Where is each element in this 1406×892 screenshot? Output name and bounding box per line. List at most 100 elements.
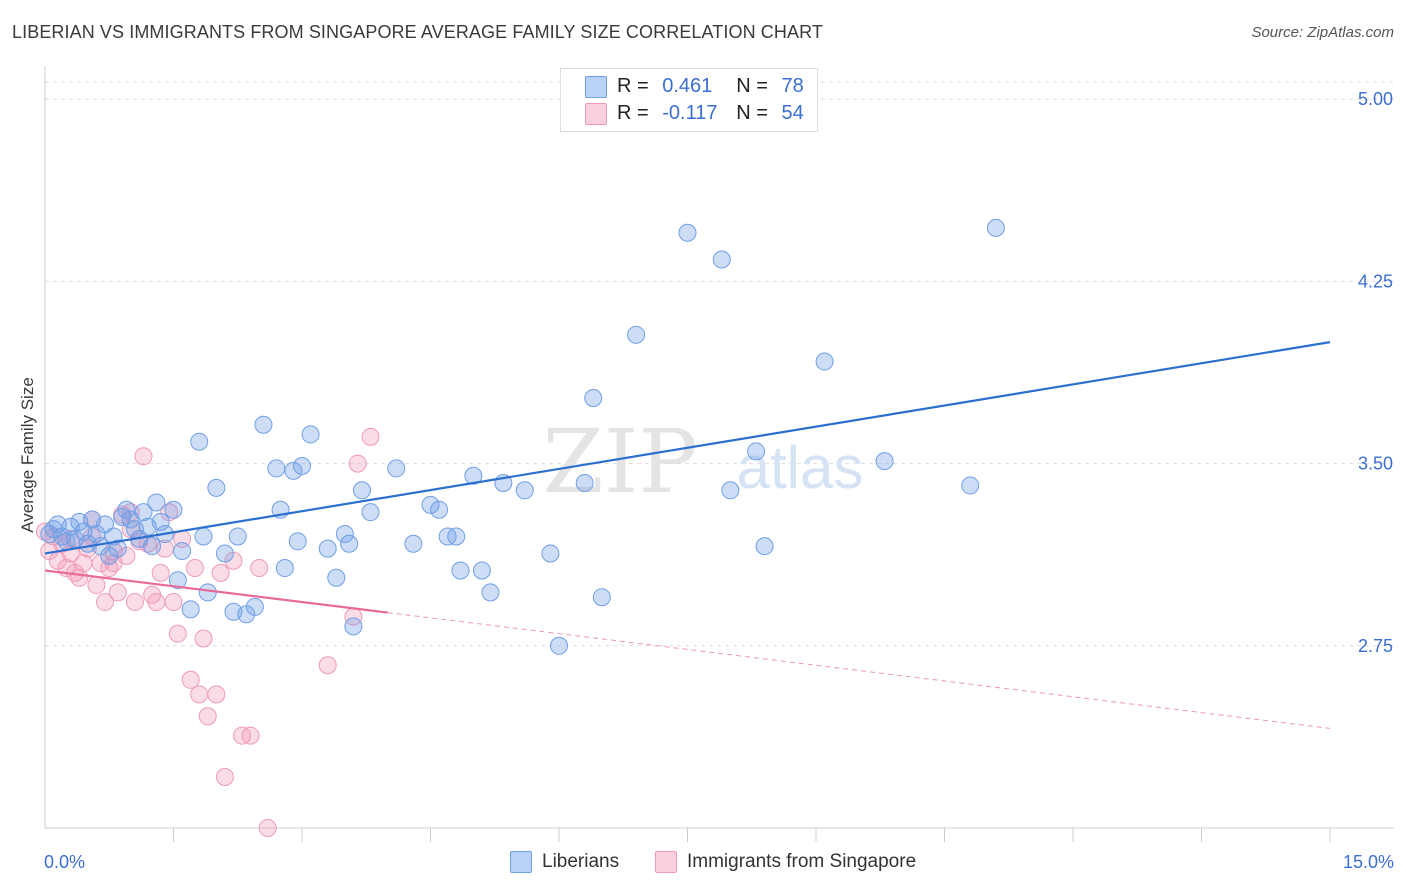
singapore-trend-line [44, 569, 388, 614]
liberians-point [592, 588, 611, 607]
liberians-point [421, 495, 440, 514]
liberians-point [95, 515, 114, 534]
singapore-point [194, 629, 213, 648]
liberians-point [721, 481, 740, 500]
y-tick-label: 2.75 [1358, 636, 1393, 656]
liberians-point [352, 481, 371, 500]
r-value: 0.461 [662, 74, 713, 97]
liberians-point [301, 425, 320, 444]
correlation-legend: R = 0.461 N = 78 R = -0.117 N = 54 [560, 68, 818, 132]
singapore-point [250, 559, 269, 578]
n-label: N = [736, 101, 774, 124]
y-tick-labels: 2.75 3.50 4.25 5.00 [1358, 89, 1393, 656]
singapore-point [108, 583, 127, 602]
y-tick-label: 5.00 [1358, 89, 1393, 109]
legend-label-liberians: Liberians [542, 851, 620, 872]
chart-title: LIBERIAN VS IMMIGRANTS FROM SINGAPORE AV… [12, 22, 823, 42]
y-tick-label: 4.25 [1358, 271, 1393, 291]
liberians-point [108, 539, 127, 558]
liberians-point [245, 597, 264, 616]
liberians-swatch [585, 76, 607, 98]
watermark-zip: ZIP [542, 410, 697, 513]
liberians-point [181, 600, 200, 619]
liberians-point [173, 542, 192, 561]
singapore-point [181, 670, 200, 689]
liberians-point [584, 388, 603, 407]
singapore-point [318, 656, 337, 675]
liberians-point [335, 525, 354, 544]
watermark: ZIP atlas [542, 410, 863, 513]
liberians-point [755, 537, 774, 556]
singapore-point [348, 454, 367, 473]
liberians-point [254, 415, 273, 434]
singapore-trend-extension [387, 612, 1331, 729]
legend-label-singapore: Immigrants from Singapore [687, 851, 917, 872]
liberians-point [190, 432, 209, 451]
liberians-point [404, 534, 423, 553]
liberians-point [712, 250, 731, 269]
singapore-point [151, 563, 170, 582]
liberians-point [451, 561, 470, 580]
liberians-point [147, 493, 166, 512]
singapore-point [168, 624, 187, 643]
singapore-point [215, 767, 234, 786]
liberians-swatch [510, 851, 532, 873]
liberians-point [151, 512, 170, 531]
liberians-point [215, 544, 234, 563]
liberians-point [143, 537, 162, 556]
liberians-point [575, 474, 594, 493]
r-value: -0.117 [662, 101, 718, 124]
liberians-point [275, 559, 294, 578]
liberians-point [447, 527, 466, 546]
liberians-point [875, 452, 894, 471]
singapore-point [361, 427, 380, 446]
liberians-point [267, 459, 286, 478]
liberians-point [194, 527, 213, 546]
liberians-point [481, 583, 500, 602]
singapore-swatch [585, 103, 607, 125]
liberians-point [318, 539, 337, 558]
singapore-point [190, 685, 209, 704]
x-axis-max-label: 15.0% [1342, 852, 1394, 872]
liberians-point [198, 583, 217, 602]
n-label: N = [736, 74, 774, 97]
liberians-point [344, 617, 363, 636]
singapore-point [207, 685, 226, 704]
liberians-point [472, 561, 491, 580]
singapore-point [241, 726, 260, 745]
trend-lines [44, 341, 1331, 729]
liberians-point [815, 352, 834, 371]
singapore-point [258, 819, 277, 837]
singapore-point [164, 593, 183, 612]
singapore-point [198, 707, 217, 726]
singapore-point [185, 559, 204, 578]
liberians-point [340, 534, 359, 553]
liberians-point [387, 459, 406, 478]
n-value: 54 [781, 101, 804, 124]
legend-item-liberians: Liberians [510, 851, 619, 873]
liberians-point [627, 325, 646, 344]
liberians-point [293, 457, 311, 476]
liberians-points [40, 218, 1005, 655]
liberians-point [168, 571, 187, 590]
liberians-point [207, 478, 226, 497]
liberians-point [288, 532, 307, 551]
liberians-point [961, 476, 980, 495]
liberians-point [550, 636, 568, 655]
liberians-point [327, 568, 346, 587]
liberians-point [228, 527, 247, 546]
liberians-point [430, 500, 449, 519]
liberians-point [134, 503, 153, 522]
liberians-point [678, 223, 697, 242]
r-label: R = [617, 101, 655, 124]
singapore-point [147, 593, 166, 612]
liberians-point [284, 461, 303, 480]
x-axis-min-label: 0.0% [44, 852, 86, 872]
axes [44, 66, 1394, 842]
liberians-point [541, 544, 560, 563]
source-label: Source: ZipAtlas.com [1251, 24, 1394, 41]
singapore-swatch [655, 851, 677, 873]
n-value: 78 [781, 74, 804, 97]
singapore-point [125, 593, 144, 612]
